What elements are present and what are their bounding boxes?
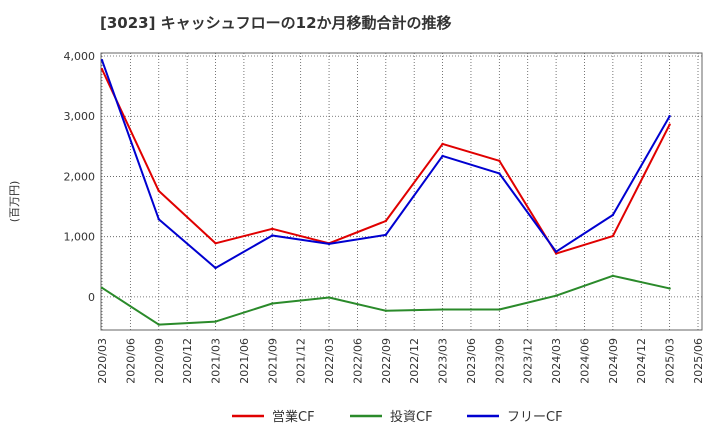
legend-label-1: 投資CF [390, 409, 433, 425]
legend-label-0: 営業CF [272, 409, 315, 425]
data-point-1 [384, 309, 388, 312]
x-tick-label: 2023/03 [437, 338, 450, 384]
data-point-1 [498, 308, 501, 311]
data-point-0 [214, 242, 217, 245]
y-tick-label: 4,000 [64, 50, 96, 63]
y-tick-label: 1,000 [64, 231, 96, 244]
data-point-2 [668, 115, 671, 118]
x-tick-label: 2025/03 [664, 338, 677, 384]
x-tick-label: 2024/03 [550, 338, 563, 384]
y-tick-label: 0 [88, 291, 95, 304]
data-point-1 [100, 286, 104, 290]
data-point-2 [498, 172, 501, 175]
data-point-2 [554, 250, 558, 253]
y-tick-label: 3,000 [64, 110, 96, 123]
y-tick-label: 2,000 [64, 170, 96, 183]
grid-lines [101, 53, 702, 330]
x-tick-label: 2022/12 [408, 338, 421, 384]
x-tick-label: 2020/06 [124, 338, 137, 384]
x-tick-label: 2024/09 [607, 338, 620, 384]
data-point-2 [384, 233, 388, 237]
x-tick-label: 2023/09 [493, 338, 506, 384]
x-tick-label: 2021/12 [295, 338, 308, 384]
data-point-1 [214, 320, 217, 323]
axes: 0 1,000 2,000 3,000 4,000 2020/03 2020/06 2020/… [8, 50, 705, 384]
x-tick-label: 2022/06 [351, 338, 364, 384]
data-point-1 [441, 308, 444, 311]
x-tick-label: 2022/03 [323, 338, 336, 384]
data-point-2 [327, 242, 331, 246]
x-tick-label: 2024/06 [578, 338, 591, 384]
legend: 営業CF 投資CF フリーCF [232, 409, 563, 425]
data-point-1 [327, 296, 331, 299]
chart-title: [3023] キャッシュフローの12か月移動合計の推移 [100, 14, 452, 32]
data-point-2 [441, 154, 444, 158]
x-tick-label: 2020/09 [153, 338, 166, 384]
x-tick-label: 2020/03 [96, 338, 109, 384]
data-point-0 [611, 234, 615, 238]
legend-label-2: フリーCF [507, 410, 563, 425]
data-point-1 [611, 274, 615, 278]
x-tick-label: 2023/12 [522, 338, 535, 384]
x-tick-label: 2025/06 [692, 338, 705, 384]
data-point-1 [157, 323, 160, 326]
y-axis-label: (百万円) [8, 181, 21, 223]
data-point-2 [157, 218, 160, 221]
data-point-0 [100, 68, 104, 71]
plot-frame [100, 52, 703, 331]
data-point-2 [214, 266, 217, 270]
data-point-1 [271, 302, 274, 305]
data-point-0 [498, 159, 501, 162]
x-tick-label: 2024/12 [635, 338, 648, 384]
series-lines [100, 59, 671, 326]
x-tick-label: 2021/03 [210, 338, 223, 384]
x-tick-label: 2020/12 [181, 338, 194, 384]
x-tick-label: 2021/09 [266, 338, 279, 384]
data-point-0 [271, 227, 274, 231]
data-point-0 [157, 189, 160, 193]
data-point-0 [441, 142, 444, 146]
x-tick-label: 2023/06 [465, 338, 478, 384]
data-point-2 [611, 213, 615, 217]
data-point-2 [100, 59, 104, 62]
data-point-0 [384, 219, 388, 223]
data-point-1 [668, 287, 671, 290]
data-point-0 [554, 252, 558, 255]
data-point-0 [668, 123, 671, 126]
x-tick-label: 2022/09 [380, 338, 393, 384]
data-point-2 [271, 234, 274, 237]
data-point-1 [554, 294, 558, 297]
x-tick-label: 2021/06 [238, 338, 251, 384]
